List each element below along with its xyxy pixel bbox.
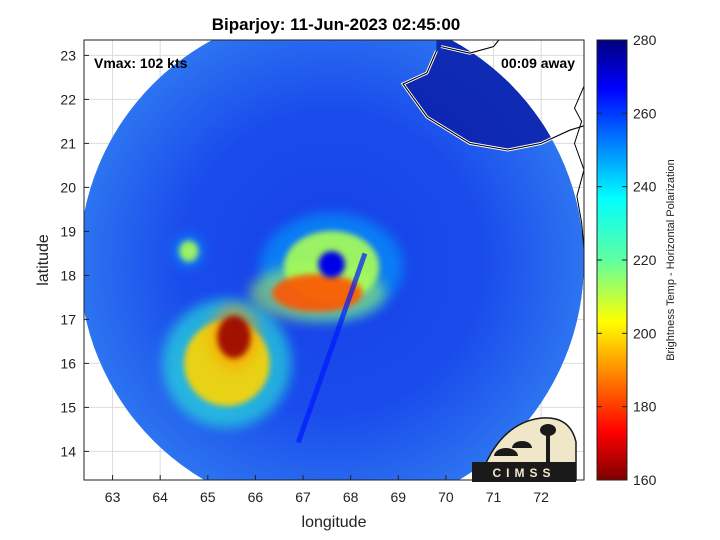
colorbar: 160 180 200 220 240 260 280 Brightness Temp - …: [596, 32, 677, 488]
water-tower-leg: [546, 434, 550, 470]
plot-area: [84, 40, 584, 480]
y-tick-label: 22: [60, 91, 76, 107]
x-axis-label: longitude: [302, 514, 367, 531]
y-tick-label: 16: [60, 355, 76, 371]
y-tick-label: 19: [60, 223, 76, 239]
satellite-dish-icon: [494, 448, 518, 456]
y-tick-label: 20: [60, 179, 76, 195]
colorbar-ticks: 160 180 200 220 240 260 280: [597, 32, 657, 488]
x-tick-label: 64: [152, 489, 168, 505]
radar-dish-icon: [512, 441, 532, 448]
colorbar-tick-label: 180: [633, 399, 657, 415]
x-tick-label: 66: [248, 489, 264, 505]
x-tick-label: 67: [295, 489, 311, 505]
colorbar-label: Brightness Temp - Horizontal Polarizatio…: [665, 159, 677, 361]
water-tower-icon: [540, 424, 556, 436]
feature-convective-cell: [179, 240, 199, 262]
storm-eye: [318, 251, 345, 278]
logo-banner: [472, 462, 576, 482]
feature-rainband-south: [272, 273, 363, 313]
chart-title: Biparjoy: 11-Jun-2023 02:45:00: [212, 15, 461, 34]
y-tick-label: 15: [60, 399, 76, 415]
plot-frame: [83, 39, 585, 481]
x-tick-label: 65: [200, 489, 216, 505]
x-tick-label: 63: [105, 489, 121, 505]
x-tick-label: 68: [343, 489, 359, 505]
y-axis-label: latitude: [35, 234, 52, 286]
x-tick-label: 71: [486, 489, 502, 505]
colorbar-tick-label: 280: [633, 32, 657, 48]
y-tick-label: 17: [60, 311, 76, 327]
colorbar-tick-label: 160: [633, 472, 657, 488]
scan-seam: [295, 252, 368, 444]
x-tick-label: 72: [533, 489, 549, 505]
logo-text: CIMSS: [492, 466, 555, 480]
colorbar-tick-label: 240: [633, 179, 657, 195]
x-tick-label: 70: [438, 489, 454, 505]
colorbar-tick-label: 200: [633, 325, 657, 341]
y-axis: 14 15 16 17 18 19 20 21 22 23: [60, 47, 89, 459]
x-tick-label: 69: [390, 489, 406, 505]
time-offset-annotation: 00:09 away: [501, 55, 575, 71]
colorbar-tick-label: 220: [633, 252, 657, 268]
y-tick-label: 14: [60, 443, 76, 459]
cimss-logo: CIMSS: [472, 417, 577, 482]
vmax-annotation: Vmax: 102 kts: [94, 55, 188, 71]
y-tick-label: 23: [60, 47, 76, 63]
coastline-east: [573, 86, 584, 250]
coastline-inner: [402, 40, 584, 151]
y-tick-label: 18: [60, 267, 76, 283]
colorbar-tick-label: 260: [633, 105, 657, 121]
y-tick-label: 21: [60, 135, 76, 151]
feature-cold-core: [217, 315, 251, 359]
x-axis: 63 64 65 66 67 68 69 70 71 72: [105, 475, 549, 505]
